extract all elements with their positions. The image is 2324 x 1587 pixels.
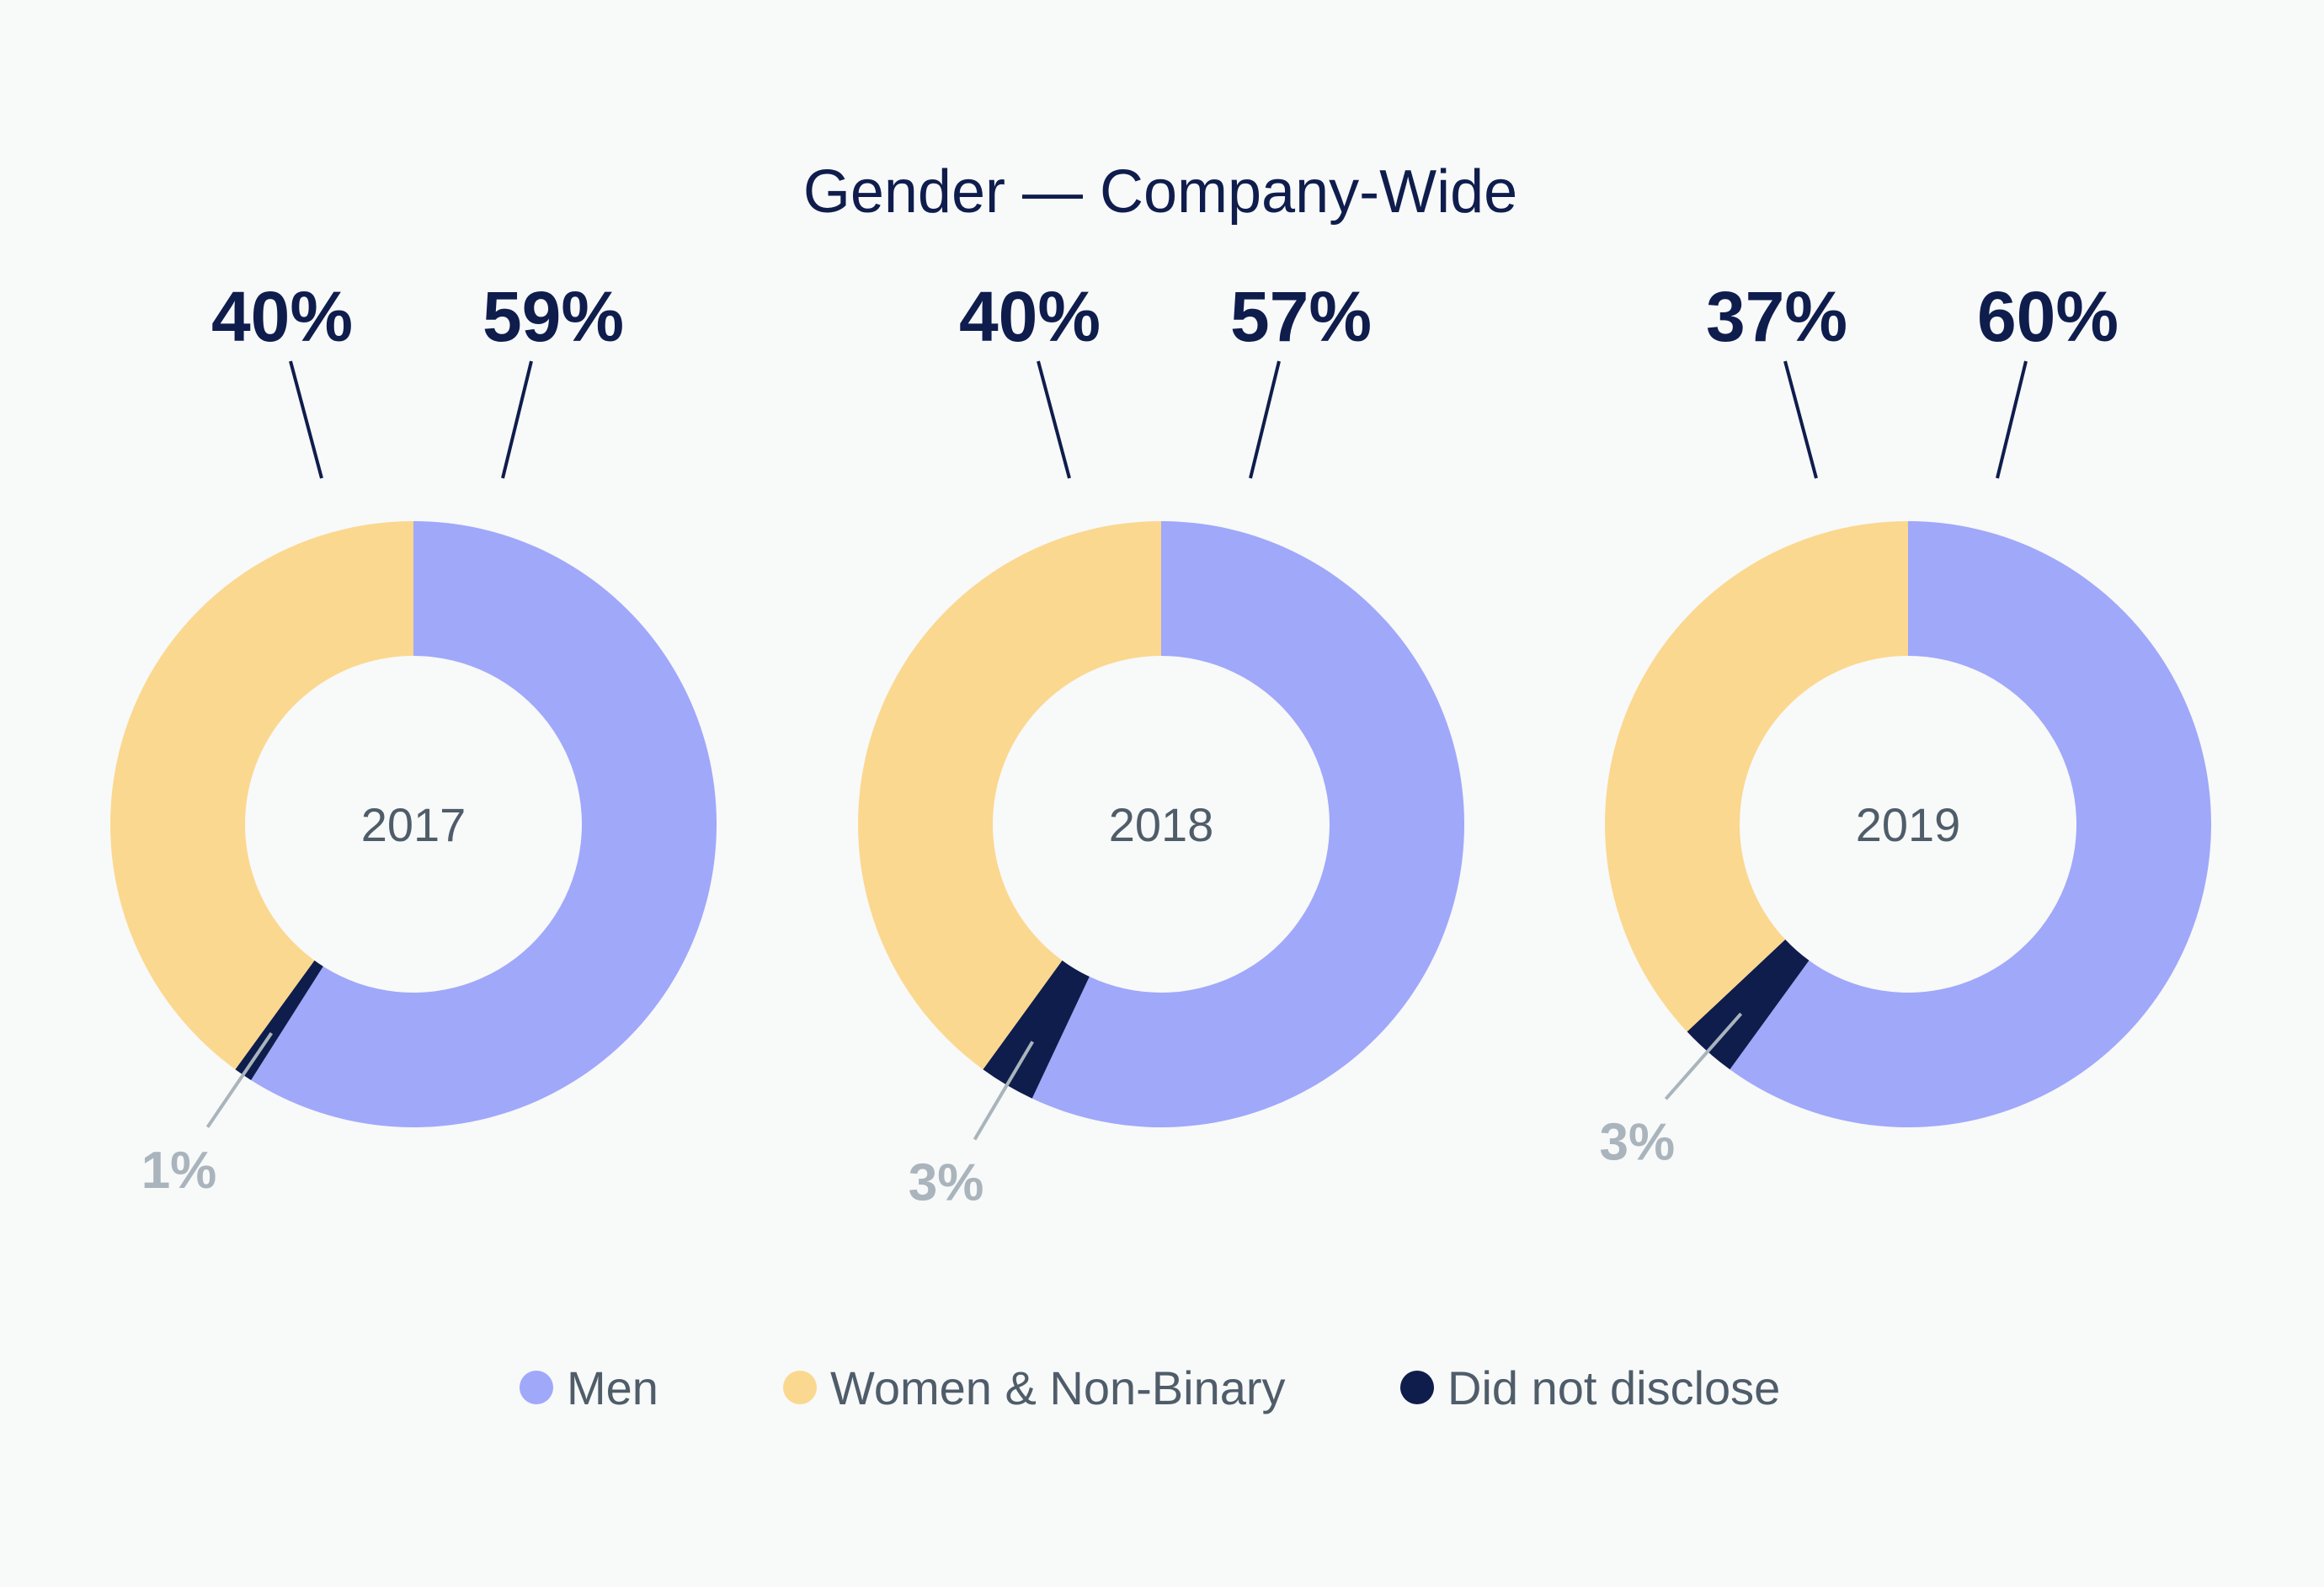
label-men-pct: 57% xyxy=(1230,277,1372,356)
slice-men-2018 xyxy=(1031,521,1465,1128)
slice-did-not-disclose-2017 xyxy=(235,960,323,1080)
leader-line-women xyxy=(289,360,323,479)
legend-swatch xyxy=(783,1371,817,1404)
legend-label: Women & Non-Binary xyxy=(830,1361,1286,1414)
slice-did-not-disclose-2018 xyxy=(983,960,1090,1099)
leader-line-women xyxy=(1783,360,1818,479)
label-men-pct: 60% xyxy=(1977,277,2119,356)
donut-2017: 2017 59% 40% 1% xyxy=(110,277,717,1200)
leader-line-men xyxy=(1996,360,2028,479)
label-women-pct: 40% xyxy=(959,277,1101,356)
leader-line-women xyxy=(1037,360,1071,479)
label-women-pct: 37% xyxy=(1706,277,1847,356)
slice-women-non-binary-2018 xyxy=(858,521,1161,1070)
center-year-label: 2018 xyxy=(1109,798,1214,851)
leader-line-men xyxy=(1249,360,1281,479)
leader-line-did-not-disclose xyxy=(205,1031,274,1128)
legend-swatch xyxy=(520,1371,553,1404)
label-did-not-disclose-pct: 3% xyxy=(1600,1113,1676,1171)
donut-group: 2017 59% 40% 1% 2018 57% 40% 3% 2019 60% 37% 3% xyxy=(110,277,2211,1212)
slice-men-2017 xyxy=(251,521,717,1127)
center-year-label: 2017 xyxy=(361,798,466,851)
slice-men-2019 xyxy=(1730,521,2211,1127)
label-men-pct: 59% xyxy=(482,277,624,356)
label-did-not-disclose-pct: 1% xyxy=(141,1142,217,1200)
leader-line-did-not-disclose xyxy=(1664,1012,1743,1100)
legend-label: Did not disclose xyxy=(1447,1361,1780,1414)
leader-line-men xyxy=(501,360,533,479)
label-women-pct: 40% xyxy=(211,277,353,356)
slice-did-not-disclose-2019 xyxy=(1687,939,1810,1070)
donut-2019: 2019 60% 37% 3% xyxy=(1600,277,2211,1171)
legend-item-men: Men xyxy=(520,1361,658,1414)
center-year-label: 2019 xyxy=(1856,798,1961,851)
slice-women-non-binary-2017 xyxy=(110,521,413,1070)
slice-women-non-binary-2019 xyxy=(1605,521,1908,1032)
label-did-not-disclose-pct: 3% xyxy=(909,1153,984,1212)
chart-title: Gender — Company-Wide xyxy=(803,158,1517,226)
legend-item-did-not-disclose: Did not disclose xyxy=(1400,1361,1780,1414)
leader-line-did-not-disclose xyxy=(973,1041,1035,1141)
donut-2018: 2018 57% 40% 3% xyxy=(858,277,1465,1212)
legend: Men Women & Non-Binary Did not disclose xyxy=(520,1361,1780,1414)
legend-swatch xyxy=(1400,1371,1434,1404)
legend-label: Men xyxy=(567,1361,658,1414)
legend-item-women-non-binary: Women & Non-Binary xyxy=(783,1361,1286,1414)
